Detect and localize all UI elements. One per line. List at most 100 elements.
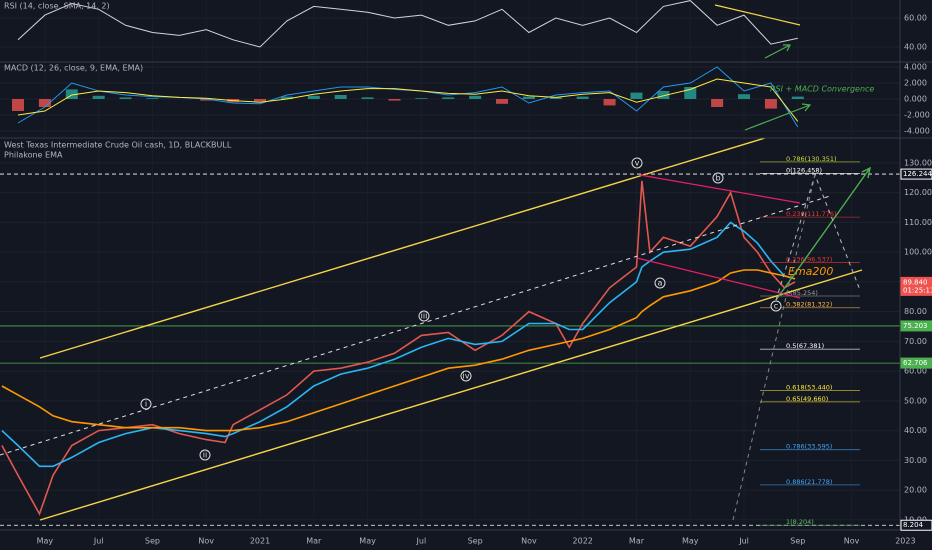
fib-label: 0(126.458) (786, 166, 822, 174)
price-tag (900, 519, 932, 531)
series: 0.786(130.351) 0(126.458) 0.236(111.776) 0.… (1, 0, 860, 526)
series-line (17, 78, 799, 122)
price-tag-label: 8.204 (903, 521, 924, 529)
fib-label: 0.786(130.351) (786, 155, 837, 163)
fib-label: 0.618(53.440) (786, 384, 832, 392)
x-tick-label: May (682, 537, 699, 546)
x-tick-label: Mar (306, 537, 322, 546)
wave-circle (140, 398, 152, 410)
histogram-bar (92, 95, 105, 99)
y-tick-label: 4.000 (904, 63, 927, 72)
y-tick-label: 100.00 (904, 248, 932, 257)
histogram-bar (307, 95, 320, 99)
histogram-bar (38, 99, 51, 107)
wave-label: v (635, 159, 640, 168)
fib-base (732, 174, 816, 521)
price-tag (900, 320, 932, 332)
x-tick-label: Jul (416, 537, 427, 546)
price-tag (900, 276, 932, 296)
fib-label: 1(8.204) (786, 518, 814, 526)
rsi-title: RSI (14, close, SMA, 14, 2) (4, 2, 110, 11)
histogram-bar (200, 99, 213, 101)
main-title: West Texas Intermediate Crude Oil cash, … (4, 141, 232, 150)
y-tick-label: -2.000 (904, 111, 930, 120)
histogram-bar (280, 96, 293, 99)
wave-circle (418, 310, 430, 322)
x-tick-label: Sep (790, 537, 805, 546)
histogram-bar (684, 87, 697, 99)
price-axis-bg (900, 0, 932, 550)
wave-label: iv (463, 372, 470, 381)
price-tag-label: 75.203 (903, 322, 928, 330)
grid (0, 17, 900, 526)
histogram-bar (469, 95, 482, 99)
price-tag (900, 168, 932, 180)
x-tick-label: Sep (145, 537, 160, 546)
y-tick-label: 80.00 (904, 307, 927, 316)
histogram-bar (603, 99, 616, 106)
price-tag (900, 357, 932, 369)
histogram-bar (522, 96, 535, 99)
x-tick-label: Sep (468, 537, 483, 546)
annotation: Ema200 (788, 265, 833, 278)
histogram-bar (119, 97, 132, 99)
wave-label: b (715, 174, 720, 183)
wave-label: ii (203, 451, 207, 460)
histogram-bar (361, 97, 374, 99)
channel-lower (39, 269, 863, 521)
wave-label: iii (421, 312, 428, 321)
y-tick-label: 2.000 (904, 79, 927, 88)
histogram-bar (388, 99, 401, 101)
x-tick-label: Jul (93, 537, 104, 546)
x-tick-label: Nov (198, 537, 214, 546)
x-tick-label: May (359, 537, 376, 546)
histogram-bar (791, 96, 804, 99)
histogram-bar (630, 92, 643, 99)
histogram-bar (576, 96, 589, 99)
histogram-bar (12, 99, 25, 111)
histogram-bar (738, 94, 751, 99)
y-tick-label: 70.00 (904, 337, 927, 346)
wave-circle (460, 370, 472, 382)
price-tag-label: 62.706 (903, 359, 928, 367)
histogram-bar (415, 98, 428, 99)
fib-label: 0(85.254) (786, 289, 818, 297)
series-line (17, 0, 798, 48)
arrow-head (861, 166, 871, 179)
x-tick-label: 2021 (250, 537, 270, 546)
countdown: 01:25:11 (903, 286, 932, 294)
wave-label: c (774, 302, 778, 311)
fib-label: 0.5(67.381) (786, 342, 824, 350)
y-tick-label: 0.000 (904, 95, 927, 104)
wave-label: i (145, 400, 147, 409)
x-tick-label: Jul (738, 537, 749, 546)
wave-label: a (658, 279, 663, 288)
drawings (0, 4, 871, 521)
macd-title: MACD (12, 26, close, 9, EMA, EMA) (4, 64, 143, 73)
annotation: RSI + MACD Convergence (770, 85, 874, 94)
x-tick-label: Nov (844, 537, 860, 546)
fib-label: 0.382(81.322) (786, 301, 832, 309)
series-line (1, 221, 796, 468)
wedge-upper (639, 174, 801, 204)
histogram-bar (254, 99, 267, 102)
wave-circle (770, 300, 782, 312)
x-tick-label: 2022 (573, 537, 593, 546)
y-tick-label: 110.00 (904, 218, 932, 227)
y-tick-label: 60.00 (904, 367, 927, 376)
fib-label: 0.65(49.660) (786, 395, 828, 403)
wedge-lower (636, 257, 801, 299)
channel-median (0, 195, 831, 456)
histogram-bar (711, 99, 724, 107)
x-tick-label: 2023 (895, 537, 915, 546)
channel-upper (39, 137, 766, 359)
price-tag-label: 126.244 (903, 170, 932, 178)
series-line (1, 269, 796, 432)
rsi-arrow (764, 44, 791, 59)
x-tick-label: Mar (629, 537, 645, 546)
rsi-trend (714, 4, 801, 26)
wave-circle (631, 157, 643, 169)
x-tick-label: Nov (521, 537, 537, 546)
projection-arrow (775, 167, 871, 301)
